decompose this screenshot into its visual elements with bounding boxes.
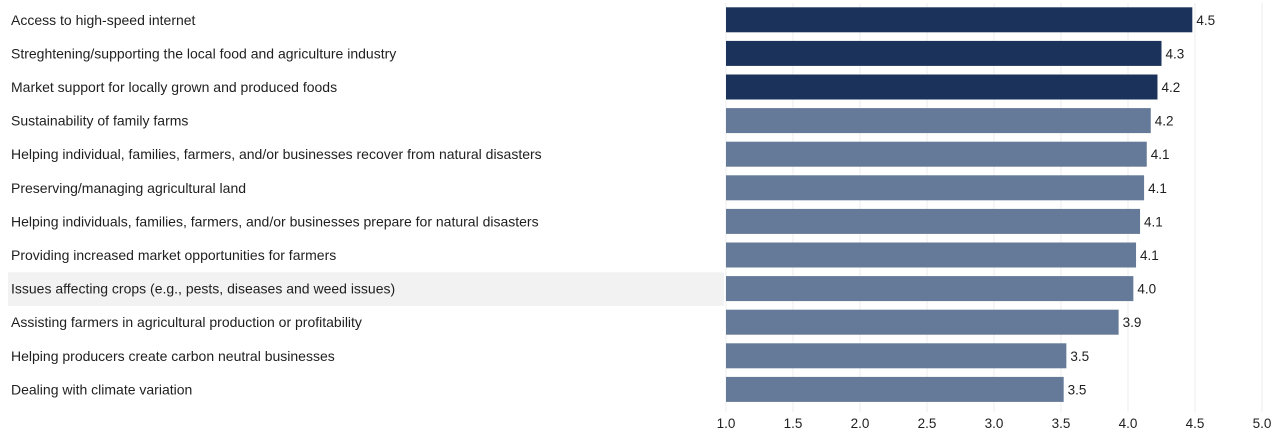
category-label: Assisting farmers in agricultural produc… — [11, 314, 362, 330]
category-label: Issues affecting crops (e.g., pests, dis… — [11, 281, 395, 297]
bar[interactable] — [726, 175, 1145, 201]
gridlines — [725, 3, 1263, 413]
value-label: 3.5 — [1068, 382, 1087, 397]
value-label: 4.1 — [1151, 147, 1170, 162]
bar[interactable] — [726, 141, 1147, 167]
value-label: 4.3 — [1166, 46, 1185, 61]
bar[interactable] — [726, 309, 1119, 335]
bar[interactable] — [726, 276, 1134, 302]
bar[interactable] — [726, 108, 1151, 134]
selected-row-highlight — [8, 272, 724, 306]
category-label: Access to high-speed internet — [11, 12, 196, 28]
x-tick-label: 2.0 — [851, 416, 870, 431]
bar[interactable] — [726, 208, 1141, 234]
row-highlight-layer — [8, 272, 724, 306]
value-label: 3.9 — [1123, 315, 1142, 330]
value-label: 4.2 — [1155, 114, 1174, 129]
category-label: Dealing with climate variation — [11, 381, 192, 397]
category-label: Providing increased market opportunities… — [11, 247, 336, 263]
category-label: Sustainability of family farms — [11, 113, 188, 129]
category-label: Helping producers create carbon neutral … — [11, 348, 335, 364]
bar[interactable] — [726, 242, 1137, 268]
bar[interactable] — [726, 40, 1162, 66]
x-tick-label: 2.5 — [918, 416, 937, 431]
value-label: 3.5 — [1070, 349, 1089, 364]
category-label: Preserving/managing agricultural land — [11, 180, 246, 196]
x-tick-label: 3.5 — [1052, 416, 1071, 431]
x-tick-label: 1.0 — [717, 416, 736, 431]
bars — [726, 7, 1193, 402]
value-label: 4.1 — [1148, 181, 1167, 196]
x-axis-ticks: 1.0 1.5 2.0 2.5 3.0 3.5 4.0 4.5 5.0 — [717, 416, 1272, 431]
category-label: Market support for locally grown and pro… — [11, 79, 337, 95]
bar[interactable] — [726, 74, 1158, 100]
category-label: Helping individuals, families, farmers, … — [11, 213, 539, 229]
value-label: 4.1 — [1144, 214, 1163, 229]
category-label: Helping individual, families, farmers, a… — [11, 146, 542, 162]
x-tick-label: 4.5 — [1186, 416, 1205, 431]
value-label: 4.5 — [1196, 13, 1215, 28]
x-tick-label: 4.0 — [1119, 416, 1138, 431]
x-tick-label: 5.0 — [1253, 416, 1272, 431]
bar[interactable] — [726, 376, 1064, 402]
x-tick-label: 1.5 — [784, 416, 803, 431]
value-label: 4.0 — [1137, 282, 1156, 297]
value-label: 4.2 — [1161, 80, 1180, 95]
value-labels: 4.5 4.3 4.2 4.2 4.1 4.1 4.1 4.1 4.0 3.9 3.5 3.5 — [1068, 13, 1215, 398]
category-labels: Access to high-speed internet Streghtenin… — [11, 12, 542, 398]
value-label: 4.1 — [1140, 248, 1159, 263]
bar[interactable] — [726, 343, 1067, 369]
category-label: Streghtening/supporting the local food a… — [11, 45, 396, 61]
bar[interactable] — [726, 7, 1193, 33]
x-tick-label: 3.0 — [985, 416, 1004, 431]
